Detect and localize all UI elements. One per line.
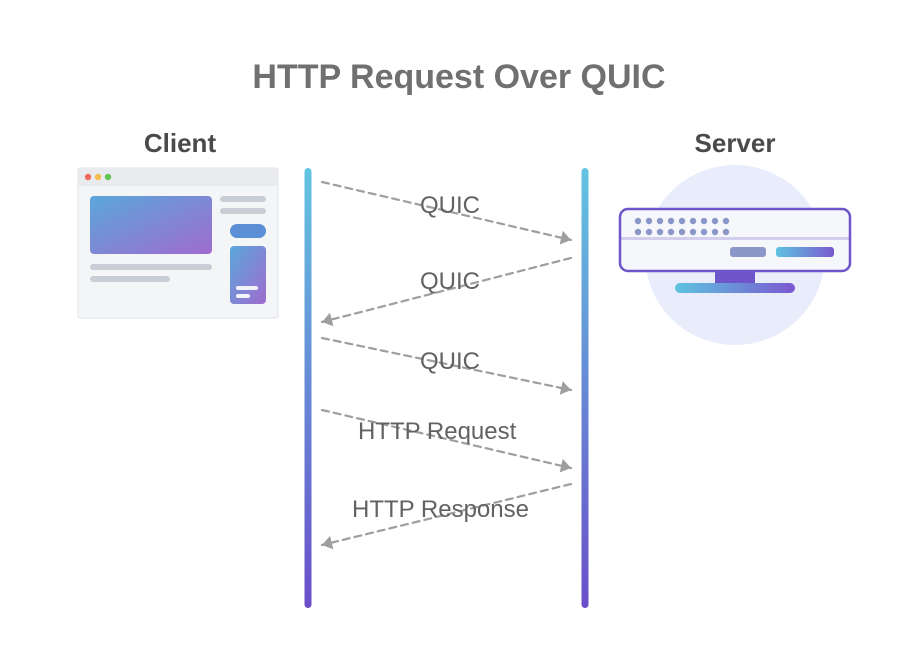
message-label: QUIC	[420, 192, 480, 220]
message-label: HTTP Request	[358, 418, 516, 446]
server-dot	[679, 218, 685, 224]
client-lifeline	[305, 168, 312, 608]
server-dot	[712, 229, 718, 235]
server-dot	[701, 218, 707, 224]
server-dot	[723, 229, 729, 235]
server-body-divider	[620, 237, 850, 240]
message-label: QUIC	[420, 268, 480, 296]
server-dot	[679, 229, 685, 235]
client-icon	[78, 168, 278, 318]
server-dot	[635, 229, 641, 235]
client-side-card-line	[236, 294, 250, 298]
diagram-canvas: HTTP Request Over QUIC Client Server	[0, 0, 918, 657]
server-lifeline	[582, 168, 589, 608]
server-accent-bar	[776, 247, 834, 257]
server-dot	[646, 218, 652, 224]
message-arrowhead	[560, 381, 571, 395]
server-dot	[657, 218, 663, 224]
client-side-card-line	[236, 286, 258, 290]
server-dot	[723, 218, 729, 224]
message-arrowhead	[560, 459, 571, 473]
client-side-pill	[230, 224, 266, 238]
server-stand-neck	[715, 271, 755, 283]
client-side-line	[220, 196, 266, 202]
server-icon	[620, 165, 850, 345]
diagram-svg	[0, 0, 918, 657]
message-arrowhead	[322, 536, 333, 550]
server-dot	[701, 229, 707, 235]
message-label: HTTP Response	[352, 496, 529, 524]
server-dot	[690, 218, 696, 224]
client-side-line	[220, 208, 266, 214]
client-hero	[90, 196, 212, 254]
server-dot	[668, 229, 674, 235]
server-slot	[730, 247, 766, 257]
client-body-line	[90, 276, 170, 282]
server-dot	[635, 218, 641, 224]
message-arrowhead	[560, 231, 571, 245]
client-window-dot-red	[85, 174, 91, 180]
server-stand-base	[675, 283, 795, 293]
client-window-dot-yellow	[95, 174, 101, 180]
client-body-line	[90, 264, 212, 270]
server-dot	[646, 229, 652, 235]
server-dot	[712, 218, 718, 224]
server-dot	[690, 229, 696, 235]
client-window-dot-green	[105, 174, 111, 180]
server-dot	[657, 229, 663, 235]
server-dot	[668, 218, 674, 224]
message-label: QUIC	[420, 348, 480, 376]
